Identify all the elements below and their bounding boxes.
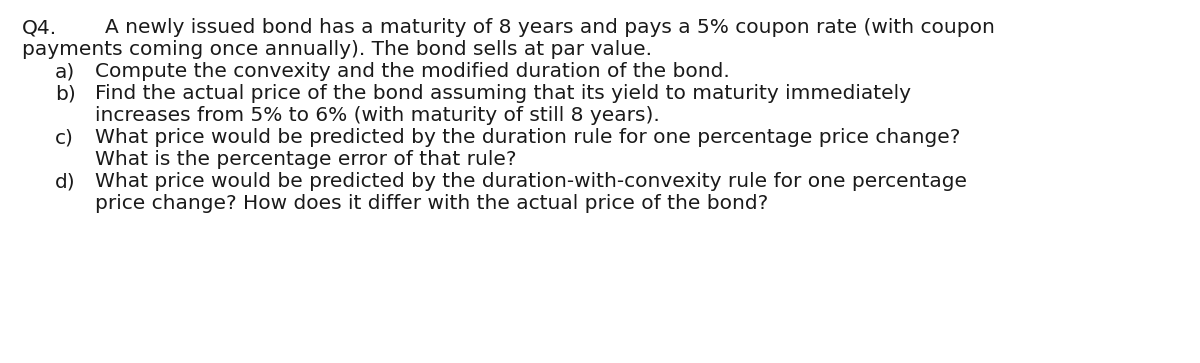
Text: price change? How does it differ with the actual price of the bond?: price change? How does it differ with th…: [95, 194, 768, 213]
Text: What is the percentage error of that rule?: What is the percentage error of that rul…: [95, 150, 516, 169]
Text: increases from 5% to 6% (with maturity of still 8 years).: increases from 5% to 6% (with maturity o…: [95, 106, 660, 125]
Text: A newly issued bond has a maturity of 8 years and pays a 5% coupon rate (with co: A newly issued bond has a maturity of 8 …: [106, 18, 995, 37]
Text: a): a): [55, 62, 76, 81]
Text: What price would be predicted by the duration-with-convexity rule for one percen: What price would be predicted by the dur…: [95, 172, 967, 191]
Text: Find the actual price of the bond assuming that its yield to maturity immediatel: Find the actual price of the bond assumi…: [95, 84, 911, 103]
Text: payments coming once annually). The bond sells at par value.: payments coming once annually). The bond…: [22, 40, 652, 59]
Text: b): b): [55, 84, 76, 103]
Text: Q4.: Q4.: [22, 18, 58, 37]
Text: d): d): [55, 172, 76, 191]
Text: c): c): [55, 128, 74, 147]
Text: Compute the convexity and the modified duration of the bond.: Compute the convexity and the modified d…: [95, 62, 730, 81]
Text: What price would be predicted by the duration rule for one percentage price chan: What price would be predicted by the dur…: [95, 128, 960, 147]
